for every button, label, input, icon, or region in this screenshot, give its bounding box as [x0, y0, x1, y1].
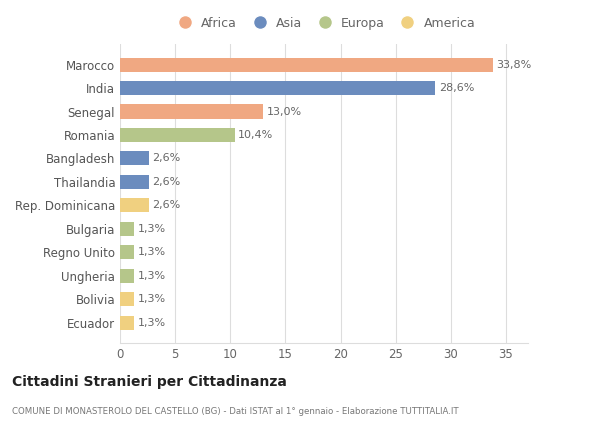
Bar [120, 245, 134, 259]
Text: 28,6%: 28,6% [439, 83, 474, 93]
Text: 2,6%: 2,6% [152, 177, 180, 187]
Text: 1,3%: 1,3% [137, 247, 166, 257]
Bar [120, 104, 263, 118]
Text: COMUNE DI MONASTEROLO DEL CASTELLO (BG) - Dati ISTAT al 1° gennaio - Elaborazion: COMUNE DI MONASTEROLO DEL CASTELLO (BG) … [12, 407, 458, 416]
Bar [120, 315, 134, 330]
Text: 33,8%: 33,8% [496, 60, 531, 70]
Bar [120, 292, 134, 306]
Text: 13,0%: 13,0% [266, 106, 302, 117]
Bar [120, 81, 436, 95]
Text: 2,6%: 2,6% [152, 154, 180, 163]
Text: 10,4%: 10,4% [238, 130, 273, 140]
Bar [120, 151, 149, 165]
Text: 2,6%: 2,6% [152, 200, 180, 210]
Bar [120, 175, 149, 189]
Bar [120, 222, 134, 236]
Text: Cittadini Stranieri per Cittadinanza: Cittadini Stranieri per Cittadinanza [12, 375, 287, 389]
Bar [120, 128, 235, 142]
Legend: Africa, Asia, Europa, America: Africa, Asia, Europa, America [170, 15, 478, 33]
Text: 1,3%: 1,3% [137, 318, 166, 327]
Bar [120, 198, 149, 213]
Bar [120, 58, 493, 72]
Text: 1,3%: 1,3% [137, 224, 166, 234]
Text: 1,3%: 1,3% [137, 271, 166, 281]
Bar [120, 269, 134, 283]
Text: 1,3%: 1,3% [137, 294, 166, 304]
